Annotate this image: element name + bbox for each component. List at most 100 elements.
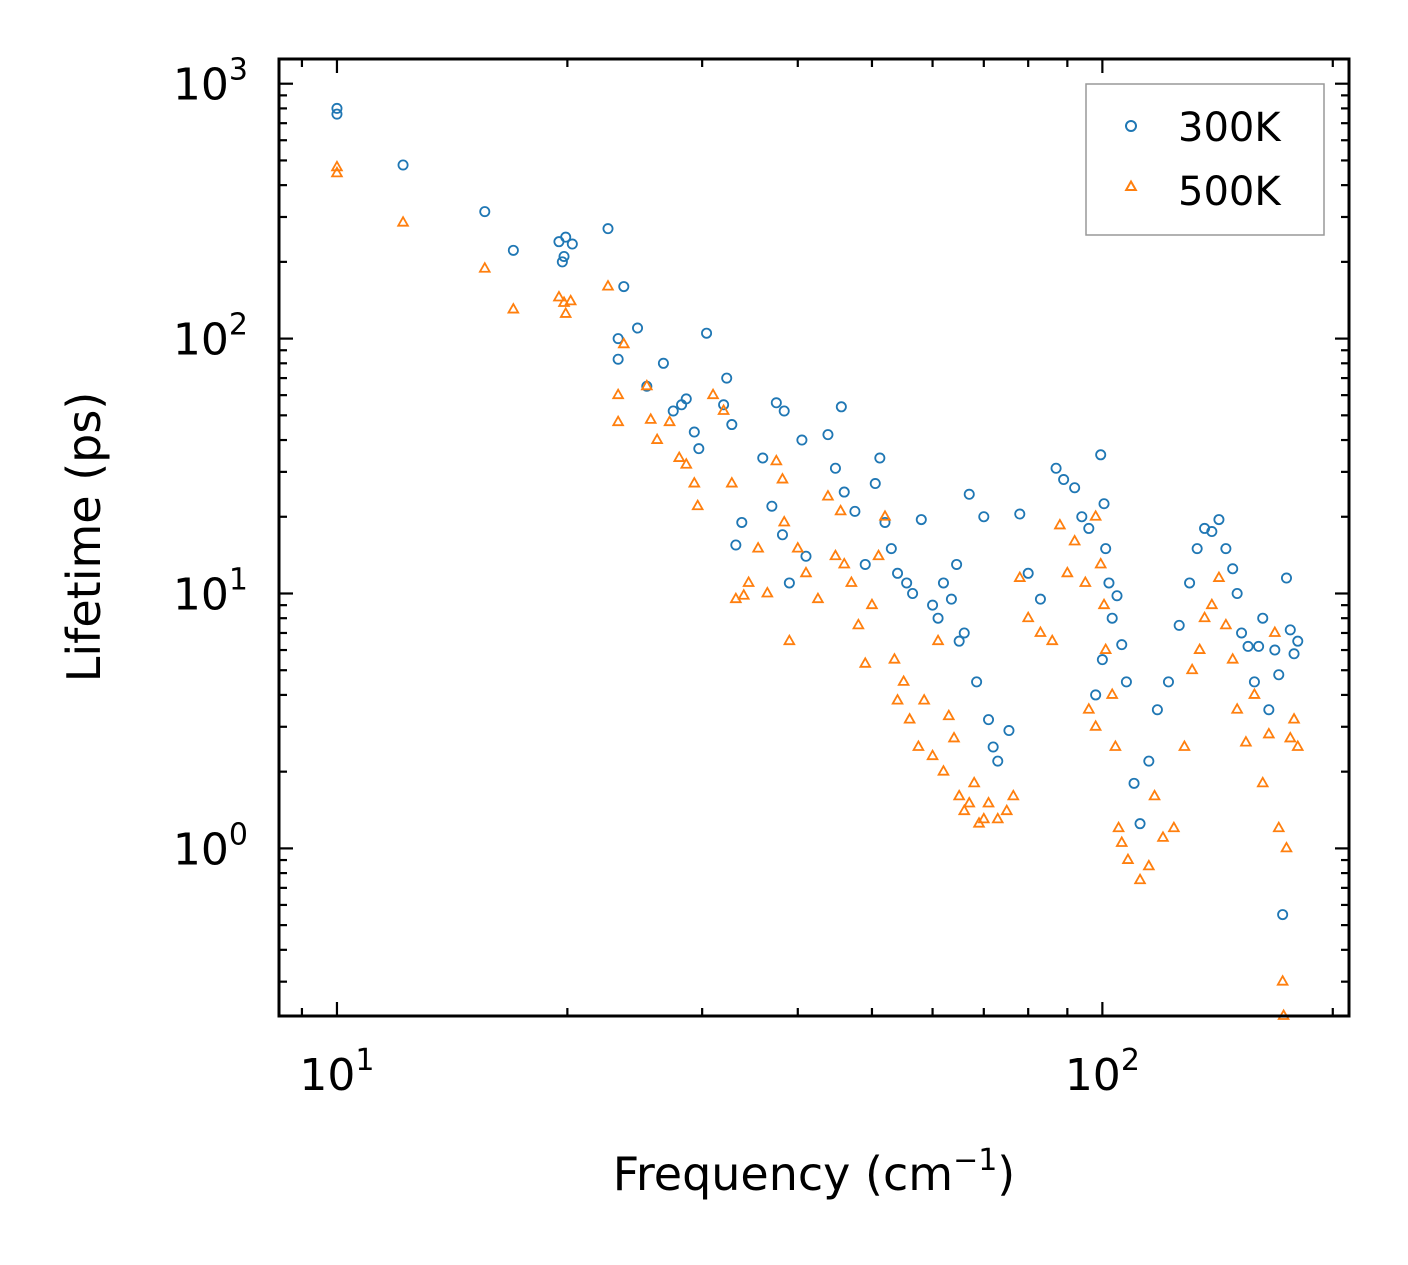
point-300k-68 [1058,474,1070,486]
point-500k-15 [650,432,664,444]
point-300k-20 [688,426,700,438]
point-500k-101 [1248,687,1261,699]
point-500k-47 [891,693,904,705]
y-tick-label-3: 103 [173,53,248,111]
point-300k-59 [978,511,990,523]
point-300k-11 [618,281,630,293]
point-500k-35 [811,591,825,604]
point-500k-74 [1078,575,1092,587]
point-500k-30 [776,472,789,484]
point-300k-3 [479,206,491,218]
point-300k-80 [1090,689,1102,701]
point-300k-52 [937,577,949,589]
point-300k-62 [992,755,1004,767]
point-500k-57 [952,789,966,801]
point-500k-76 [1094,557,1108,569]
point-300k-94 [1227,563,1239,575]
point-500k-52 [926,748,939,761]
point-300k-13 [612,333,624,345]
point-500k-100 [1239,735,1253,747]
point-300k-77 [1111,590,1123,602]
point-500k-12 [611,414,625,427]
point-500k-109 [1283,731,1297,743]
point-300k-87 [1173,619,1185,631]
point-300k-26 [730,539,742,551]
point-300k-7 [560,231,572,243]
point-300k-30 [770,397,782,409]
x-tick-label-1: 102 [1065,1043,1140,1101]
point-500k-91 [1178,739,1191,751]
point-500k-18 [679,457,693,469]
point-500k-80 [1109,739,1122,751]
point-500k-94 [1198,610,1211,623]
point-300k-60 [983,714,995,726]
point-300k-85 [1151,704,1163,716]
point-500k-42 [858,656,872,668]
point-500k-4 [506,302,520,314]
point-500k-44 [872,548,885,561]
y-axis-title: Lifetime (ps) [57,392,111,683]
point-300k-84 [1143,755,1155,767]
point-300k-83 [1134,818,1146,830]
point-300k-19 [680,393,692,405]
point-500k-82 [1115,835,1129,847]
series-500k [330,159,1305,1020]
point-300k-57 [963,488,975,500]
point-300k-72 [1095,449,1107,461]
point-500k-33 [791,541,805,553]
point-500k-50 [912,739,925,751]
point-300k-65 [1022,567,1034,579]
point-500k-110 [1287,712,1301,724]
point-500k-75 [1089,509,1103,521]
point-500k-11 [611,387,625,400]
point-500k-71 [1053,518,1067,530]
point-300k-58 [971,676,983,688]
x-tick-label-0: 101 [299,1043,374,1101]
point-300k-40 [849,505,861,517]
point-300k-41 [859,558,871,570]
point-500k-79 [1105,687,1119,699]
point-500k-89 [1156,830,1170,842]
point-300k-69 [1069,482,1081,494]
point-300k-8 [566,238,578,250]
point-500k-73 [1068,534,1082,546]
point-300k-36 [822,429,834,441]
point-500k-26 [742,575,755,587]
point-300k-97 [1242,640,1254,652]
point-500k-56 [947,731,961,743]
point-300k-15 [657,357,669,369]
legend-frame [1085,83,1325,236]
legend-marker-300k [1125,120,1137,132]
point-300k-79 [1120,676,1132,688]
point-300k-75 [1103,577,1115,589]
legend-label-500k: 500K [1178,169,1282,215]
point-500k-37 [829,548,842,561]
point-500k-3 [478,261,492,273]
point-500k-5 [552,290,566,302]
point-300k-25 [726,419,738,431]
point-300k-86 [1162,676,1174,688]
point-300k-17 [667,405,679,417]
point-300k-74 [1100,543,1112,555]
point-300k-6 [558,250,570,262]
point-300k-107 [1288,648,1300,660]
point-300k-67 [1050,462,1062,474]
point-500k-38 [834,504,847,516]
point-300k-99 [1253,640,1265,652]
point-300k-37 [829,462,841,474]
point-300k-100 [1257,612,1269,624]
point-500k-103 [1262,727,1276,739]
point-300k-29 [766,500,778,512]
point-300k-61 [987,741,999,753]
point-300k-2 [397,159,409,171]
point-500k-85 [1121,852,1135,864]
point-500k-105 [1272,820,1286,833]
point-500k-70 [1045,633,1059,646]
axis-tick-labels: 101 102 100 101 102 103 [173,53,1140,1101]
point-500k-63 [982,796,995,808]
point-500k-98 [1226,652,1240,664]
point-300k-48 [907,587,919,599]
point-300k-108 [1292,635,1304,647]
point-300k-10 [602,223,614,235]
